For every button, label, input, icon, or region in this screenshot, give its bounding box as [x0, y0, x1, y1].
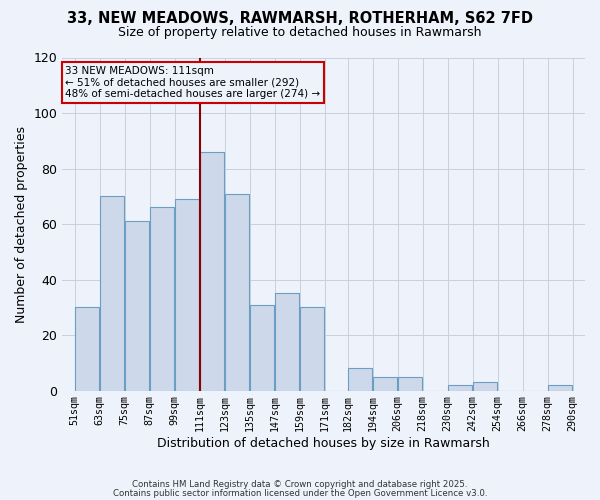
Bar [548, 385, 572, 390]
Bar [76, 308, 99, 390]
Bar [398, 376, 422, 390]
Bar [448, 385, 472, 390]
Bar [226, 194, 249, 390]
Bar [373, 376, 397, 390]
Text: Size of property relative to detached houses in Rawmarsh: Size of property relative to detached ho… [118, 26, 482, 39]
Bar [200, 152, 224, 390]
Text: 33, NEW MEADOWS, RAWMARSH, ROTHERHAM, S62 7FD: 33, NEW MEADOWS, RAWMARSH, ROTHERHAM, S6… [67, 11, 533, 26]
Text: Contains public sector information licensed under the Open Government Licence v3: Contains public sector information licen… [113, 488, 487, 498]
Bar [175, 199, 199, 390]
X-axis label: Distribution of detached houses by size in Rawmarsh: Distribution of detached houses by size … [157, 437, 490, 450]
Bar [275, 294, 299, 390]
Text: Contains HM Land Registry data © Crown copyright and database right 2025.: Contains HM Land Registry data © Crown c… [132, 480, 468, 489]
Bar [151, 208, 174, 390]
Bar [301, 308, 324, 390]
Bar [100, 196, 124, 390]
Bar [473, 382, 497, 390]
Bar [125, 222, 149, 390]
Bar [348, 368, 372, 390]
Text: 33 NEW MEADOWS: 111sqm
← 51% of detached houses are smaller (292)
48% of semi-de: 33 NEW MEADOWS: 111sqm ← 51% of detached… [65, 66, 320, 99]
Y-axis label: Number of detached properties: Number of detached properties [15, 126, 28, 322]
Bar [250, 304, 274, 390]
